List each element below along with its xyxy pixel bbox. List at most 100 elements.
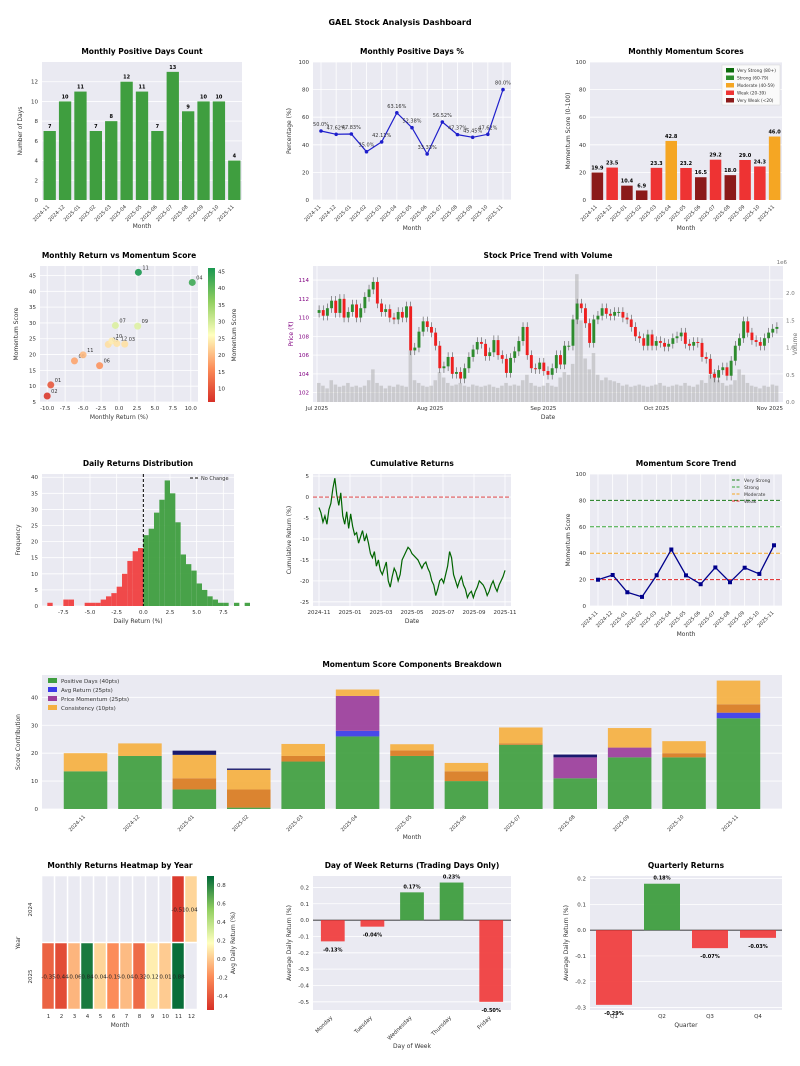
- chart5-volume-bar: [600, 380, 604, 402]
- chart4-ylabel: Momentum Score: [13, 307, 20, 360]
- chart4-colorbar-tick: 45: [218, 269, 225, 275]
- chart5-volume-tick: 1.5: [786, 318, 795, 324]
- chart4-xlabel: Monthly Return (%): [90, 414, 148, 421]
- chart2-data-label: 56.52%: [433, 113, 452, 119]
- chart5-volume-bar: [729, 384, 733, 402]
- chart1-data-label: 10: [215, 94, 222, 100]
- chart9-stack-segment: [716, 680, 761, 705]
- chart5-volume-bar: [620, 385, 625, 402]
- chart2-ytick-label: 80: [302, 88, 309, 94]
- chart9-stack-segment: [553, 754, 597, 758]
- chart1-ytick-label: 12: [31, 80, 38, 86]
- chart9-stack-segment: [281, 761, 325, 809]
- chart5-volume-bar: [741, 374, 746, 402]
- chart2-data-label: 47.62%: [327, 125, 346, 131]
- chart4-ytick-label: 10: [29, 384, 36, 390]
- chart5-volume-bar: [379, 385, 383, 402]
- chart5-volume-bar: [354, 385, 358, 402]
- chart5-candle-body: [392, 317, 396, 320]
- chart9-xtick-label: 2024-11: [68, 814, 87, 833]
- chart5-candle-body: [342, 298, 346, 318]
- chart5-candle-body: [521, 326, 525, 342]
- chart9-xtick-label: 2025-08: [558, 814, 577, 833]
- chart5-volume-bar: [554, 386, 558, 402]
- chart5-ytick-label: 114: [299, 278, 310, 284]
- chart5-volume-bar: [683, 382, 687, 402]
- chart5-candle-body: [575, 303, 579, 320]
- chart2-data-label: 63.16%: [387, 104, 406, 110]
- chart9-xtick-label: 2025-03: [286, 814, 305, 833]
- chart10-xtick-label: 2: [60, 1014, 64, 1020]
- chart5-volume-bar: [429, 385, 433, 402]
- chart7-xtick-label: 2025-11: [494, 610, 517, 616]
- chart5-volume-bar: [558, 377, 562, 402]
- chart5-candle-body: [375, 281, 379, 304]
- chart5-candle-body: [484, 343, 488, 357]
- chart4-point: [134, 268, 142, 276]
- chart1-ytick-label: 8: [35, 119, 39, 125]
- chart10-colorbar-tick: -0.2: [217, 976, 228, 982]
- chart5-candle-body: [517, 341, 521, 352]
- chart12-ytick-label: 0.1: [577, 902, 586, 908]
- chart3-bar: [695, 177, 707, 200]
- chart1-data-label: 11: [77, 85, 84, 91]
- chart10-cell: [119, 942, 133, 1010]
- chart2-point: [440, 120, 445, 124]
- chart5-candle-body: [467, 356, 471, 369]
- chart5-candle-body: [725, 367, 729, 376]
- chart5-candle-body: [325, 308, 329, 316]
- chart12-ytick-label: 0.2: [577, 877, 586, 883]
- chart12-data-label: -0.07%: [700, 954, 719, 960]
- chart2-data-label: 45.45%: [463, 128, 482, 134]
- chart5-volume-bar: [500, 385, 504, 402]
- chart8-point: [728, 580, 732, 585]
- chart5-volume-bar: [408, 350, 413, 402]
- chart8-ytick-label: 100: [576, 472, 587, 478]
- chart5-volume-bar: [575, 274, 579, 402]
- chart6-xtick-label: -5.0: [85, 610, 96, 616]
- chart9-legend-swatch: [48, 705, 57, 710]
- chart9-stack-segment: [281, 743, 325, 756]
- chart8-point: [757, 571, 762, 576]
- chart5-candle-body: [355, 304, 358, 318]
- chart4-colorbar-tick: 35: [218, 303, 225, 309]
- chart4-colorbar: [208, 268, 215, 402]
- chart12-bar: [692, 930, 728, 949]
- chart1-ytick-label: 2: [35, 178, 39, 184]
- chart11-xtick-label: Monday: [315, 1015, 335, 1035]
- chart11-data-label: 0.17%: [403, 884, 420, 890]
- chart5-volume-bar: [666, 386, 671, 402]
- chart9-xtick-label: 2025-02: [231, 814, 250, 833]
- chart3-data-label: 16.5: [695, 170, 708, 176]
- chart6-hist-bar: [164, 480, 170, 606]
- chart1-ytick-label: 4: [35, 159, 39, 165]
- chart6-xtick-label: 2.5: [166, 610, 175, 616]
- chart5-candle-body: [762, 338, 766, 346]
- chart5-volume-bar: [329, 380, 334, 402]
- chart5-volume-bar: [699, 380, 704, 402]
- chart4-colorbar-tick: 30: [218, 320, 225, 326]
- chart1-bar: [197, 101, 210, 200]
- chart6-hist-bar: [95, 602, 101, 606]
- chart4-point: [70, 357, 78, 365]
- chart5-candle-body: [700, 342, 704, 357]
- chart5-candle-body: [671, 338, 675, 344]
- chart2-data-label: 52.38%: [402, 119, 421, 125]
- chart2-data-label: 33.33%: [418, 145, 437, 151]
- chart5-volume-bar: [570, 363, 575, 402]
- chart10-cell: [158, 942, 172, 1010]
- chart5-volume-bar: [504, 382, 508, 402]
- chart3-data-label: 23.3: [650, 161, 663, 167]
- chart5-candle-body: [642, 338, 646, 346]
- chart6-hist-bar: [127, 560, 133, 606]
- chart5-volume-bar: [400, 385, 404, 402]
- chart10-cell: [67, 942, 81, 1010]
- chart5-volume-bar: [566, 374, 571, 402]
- chart5-volume-bar: [416, 382, 421, 402]
- chart6-ytick-label: 25: [31, 524, 38, 530]
- chart8-legend-label: Moderate: [744, 492, 766, 498]
- chart8-legend-label: Weak: [744, 499, 757, 505]
- chart4-point: [134, 322, 142, 330]
- chart5-volume-bar: [687, 385, 691, 402]
- chart5-volume-bar: [512, 384, 517, 402]
